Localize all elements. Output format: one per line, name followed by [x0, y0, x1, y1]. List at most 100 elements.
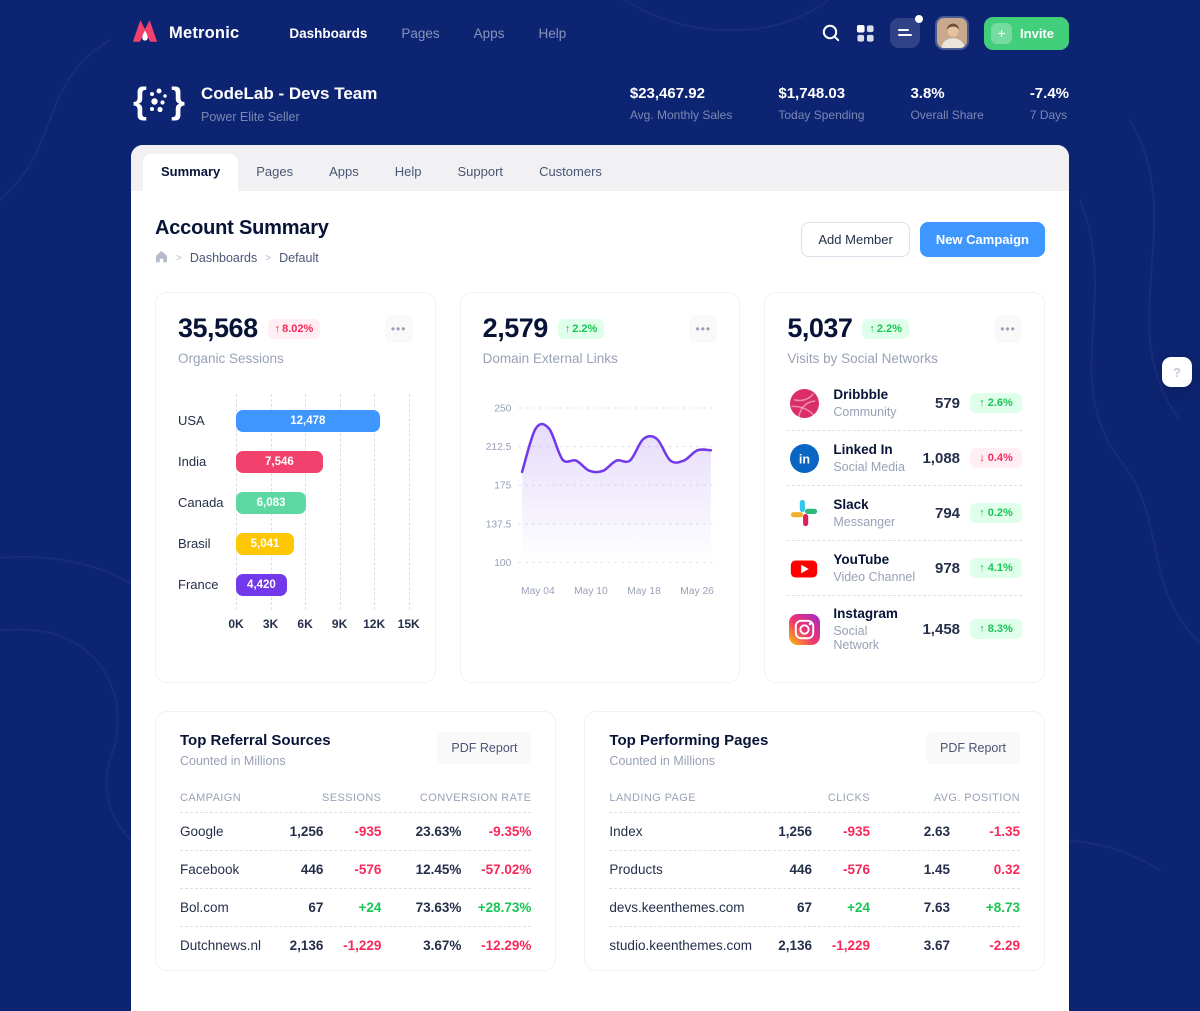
plus-icon: + — [991, 22, 1013, 44]
social-metrics: 794 ↑ 0.2% — [934, 503, 1023, 523]
add-member-button[interactable]: Add Member — [801, 222, 910, 257]
row-name: devs.keenthemes.com — [609, 900, 745, 915]
row-value: 1,256 — [289, 824, 324, 839]
stat-label: Today Spending — [778, 108, 865, 122]
team-name: CodeLab - Devs Team — [201, 83, 378, 103]
breadcrumb-separator: > — [176, 252, 182, 264]
x-tick: 12K — [363, 617, 386, 631]
user-avatar[interactable] — [935, 16, 970, 50]
x-tick: 9K — [331, 617, 348, 631]
tab-summary[interactable]: Summary — [143, 154, 239, 191]
bar-category-label: India — [178, 454, 207, 469]
bar-india[interactable]: 7,546 — [236, 450, 323, 473]
social-row-linked-in: in Linked In Social Media 1,088 ↓ 0.4% — [787, 431, 1023, 486]
row-rate-delta: -12.29% — [481, 938, 532, 953]
new-campaign-button[interactable]: New Campaign — [919, 222, 1045, 257]
bar-row-canada: Canada 6,083 — [178, 482, 413, 523]
pdf-report-button[interactable]: PDF Report — [926, 732, 1020, 764]
column-header: CLICKS — [827, 792, 870, 804]
table-row: studio.keenthemes.com 2,136 -1,229 3.67 -2.2… — [609, 926, 1020, 964]
stat-value: $23,467.92 — [629, 85, 705, 102]
notifications-chat-icon[interactable] — [890, 15, 924, 48]
table-row: devs.keenthemes.com 67 +24 7.63 +8.73 — [609, 888, 1020, 926]
tab-support[interactable]: Support — [457, 164, 504, 179]
svg-text:{: { — [133, 80, 147, 121]
apps-grid-icon[interactable] — [856, 24, 875, 43]
row-value-delta: +24 — [847, 900, 870, 915]
bar-canada[interactable]: 6,083 — [236, 491, 307, 514]
social-metrics: 579 ↑ 2.6% — [935, 393, 1023, 413]
menu-item-help[interactable]: Help — [538, 25, 567, 41]
bar-track: 6,083 — [236, 491, 413, 514]
row-name: Index — [609, 824, 643, 839]
main-menu: Dashboards Pages Apps Help — [289, 26, 566, 41]
row-rate: 7.63 — [923, 900, 950, 915]
tab-apps[interactable]: Apps — [329, 164, 359, 179]
bar-track: 12,478 — [236, 409, 413, 432]
domain-links-card: 2,579 ↑ 2.2% ••• Domain External Links 25… — [459, 292, 741, 683]
row-name: Facebook — [180, 862, 240, 877]
social-value: 978 — [934, 559, 961, 577]
search-icon[interactable] — [821, 23, 841, 43]
social-network-list: Dribbble Community 579 ↑ 2.6% in Linked In Soc… — [787, 376, 1023, 662]
tab-help[interactable]: Help — [394, 164, 422, 179]
gridline — [339, 394, 341, 610]
bar-category-label: France — [178, 577, 219, 592]
social-row-slack: Slack Messanger 794 ↑ 0.2% — [787, 486, 1023, 541]
row-value-delta: +24 — [358, 900, 382, 915]
svg-text:175: 175 — [494, 481, 511, 492]
bar-row-india: India 7,546 — [178, 441, 413, 482]
dribbble-icon — [787, 386, 821, 420]
breadcrumb-item-dashboards[interactable]: Dashboards — [189, 251, 258, 265]
menu-item-apps[interactable]: Apps — [473, 25, 505, 41]
row-name: studio.keenthemes.com — [609, 938, 752, 953]
menu-item-dashboards[interactable]: Dashboards — [289, 25, 368, 41]
social-name: YouTube — [833, 552, 890, 567]
card-menu-button[interactable]: ••• — [689, 314, 718, 343]
row-value: 2,136 — [289, 938, 324, 953]
menu-item-pages[interactable]: Pages — [401, 25, 440, 41]
help-floating-button[interactable]: ? — [1162, 357, 1192, 387]
organic-sessions-card: 35,568 ↑ 8.02% ••• Organic Sessions USA 12… — [155, 292, 436, 683]
svg-text:May 10: May 10 — [574, 586, 608, 597]
tab-pages[interactable]: Pages — [256, 164, 294, 179]
svg-text:May 18: May 18 — [627, 586, 661, 597]
table-header: Top Referral Sources Counted in Millions P… — [180, 732, 532, 768]
invite-button[interactable]: + Invite — [984, 16, 1069, 50]
card-menu-button[interactable]: ••• — [384, 314, 413, 343]
linkedin-icon: in — [787, 441, 821, 475]
row-value-delta: -935 — [842, 824, 870, 839]
bar-track: 5,041 — [236, 532, 413, 555]
bar-brasil[interactable]: 5,041 — [236, 532, 295, 555]
social-value: 794 — [934, 504, 961, 522]
social-metrics: 978 ↑ 4.1% — [934, 558, 1023, 578]
social-name: Linked In — [833, 442, 893, 457]
domain-links-line-chart: 250 212.5 175 137.5 100 May 04 May 10 May 18 May… — [483, 392, 718, 609]
card-menu-button[interactable]: ••• — [994, 314, 1023, 343]
row-rate-delta: +8.73 — [985, 900, 1020, 915]
social-visits-label: Visits by Social Networks — [787, 351, 938, 366]
svg-text:100: 100 — [494, 558, 511, 569]
row-rate: 3.67% — [423, 938, 462, 953]
bar-row-usa: USA 12,478 — [178, 400, 413, 441]
social-texts: Dribbble Community — [833, 387, 896, 419]
row-value-delta: -1,229 — [831, 938, 870, 953]
home-icon[interactable] — [155, 250, 168, 266]
bar-france[interactable]: 4,420 — [236, 573, 287, 596]
pdf-report-button[interactable]: PDF Report — [437, 732, 532, 764]
tab-customers[interactable]: Customers — [539, 164, 602, 179]
social-row-youtube: YouTube Video Channel 978 ↑ 4.1% — [787, 541, 1023, 596]
bar-usa[interactable]: 12,478 — [236, 409, 380, 432]
svg-text:May 26: May 26 — [680, 586, 714, 597]
top-navbar: Metronic Dashboards Pages Apps Help — [131, 0, 1069, 66]
bar-track: 7,546 — [236, 450, 413, 473]
row-value-delta: -1,229 — [343, 938, 382, 953]
organic-sessions-value: 35,568 — [178, 313, 258, 343]
x-tick: 15K — [397, 617, 420, 631]
row-name: Products — [609, 862, 663, 877]
svg-text:250: 250 — [494, 403, 511, 414]
breadcrumb-item-default[interactable]: Default — [279, 251, 319, 265]
brand[interactable]: Metronic — [131, 18, 239, 48]
table-row: Google 1,256 -935 23.63% -9.35% — [180, 812, 532, 850]
x-tick: 0K — [228, 617, 244, 631]
